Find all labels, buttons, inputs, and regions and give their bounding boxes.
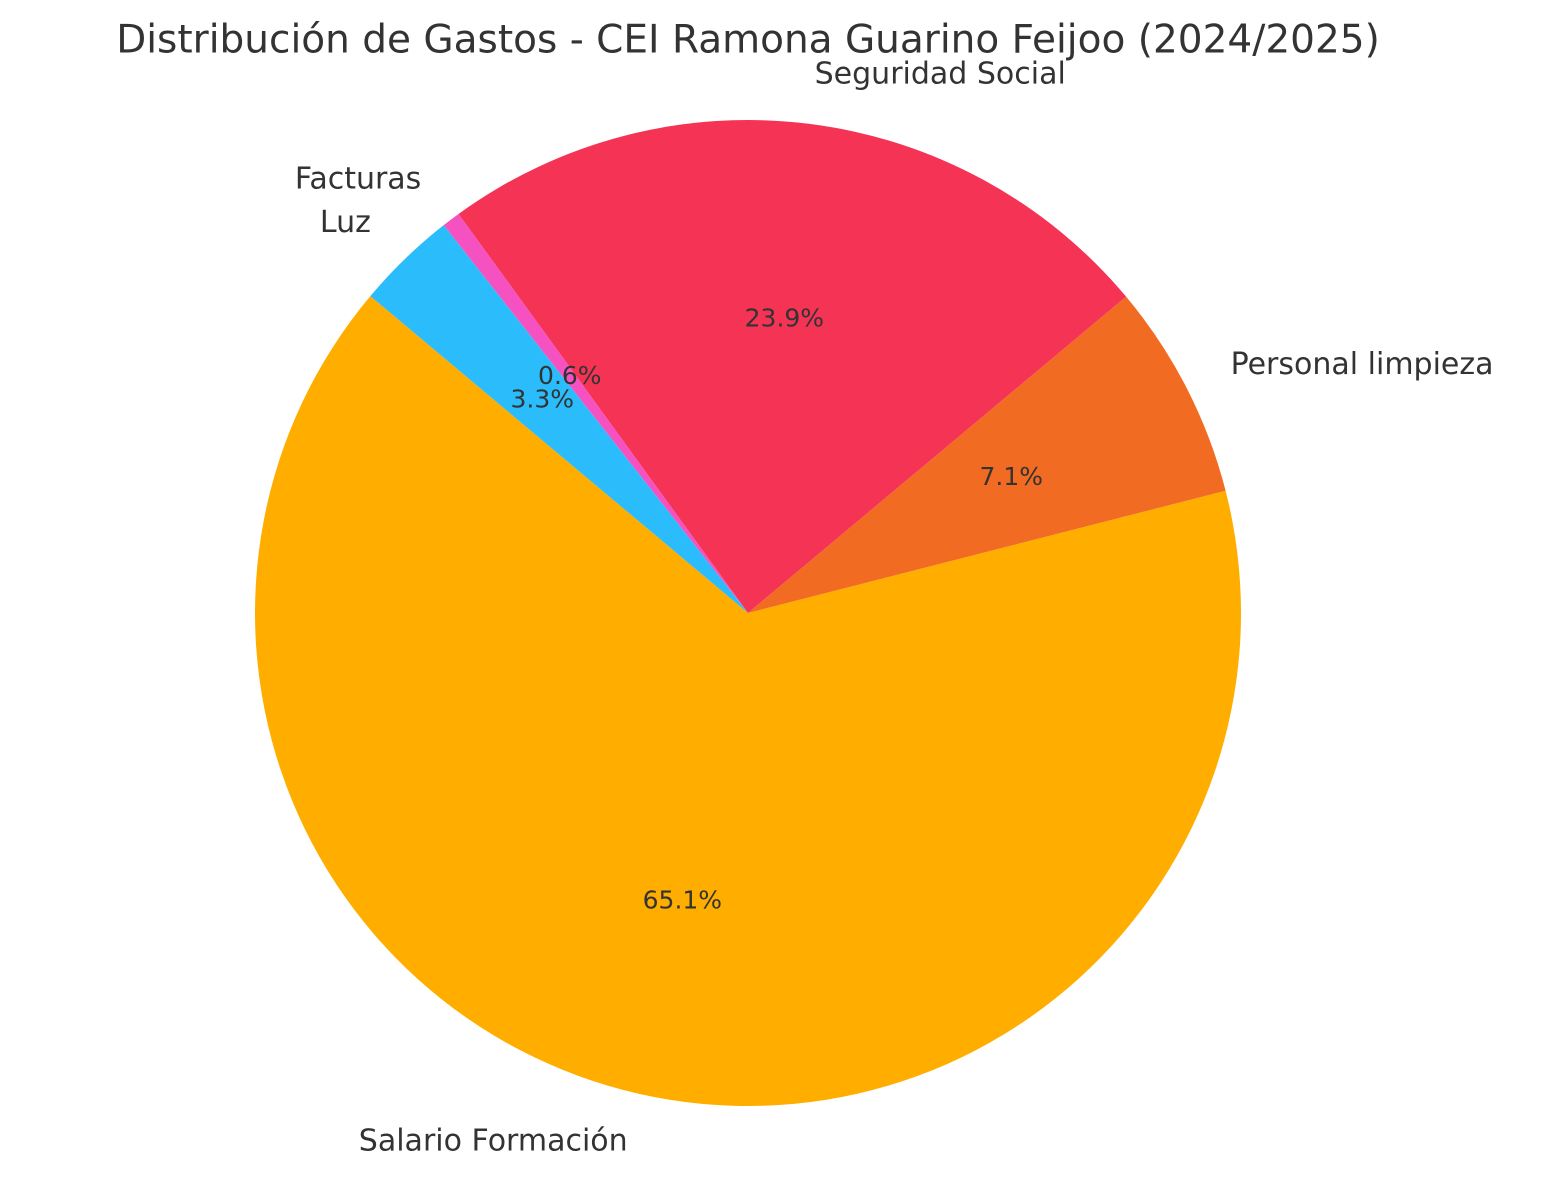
chart-title: Distribución de Gastos - CEI Ramona Guar… — [116, 18, 1380, 63]
value-label: 23.9% — [745, 303, 824, 332]
pie-slice — [458, 119, 1127, 613]
value-label: 65.1% — [643, 885, 722, 914]
slice-label: Seguridad Social — [815, 56, 1066, 91]
pie-slice — [254, 296, 1241, 1107]
value-label: 0.6% — [538, 361, 602, 390]
pie-slice — [370, 225, 748, 613]
value-label: 7.1% — [979, 462, 1043, 491]
value-label: 3.3% — [511, 384, 575, 413]
slice-label: Luz — [320, 205, 371, 240]
pie-slice — [443, 213, 748, 613]
slice-label: Personal limpieza — [1231, 347, 1494, 382]
slice-label: Facturas — [295, 162, 422, 197]
pie-slice — [748, 296, 1226, 613]
slice-label: Salario Formación — [359, 1123, 628, 1158]
